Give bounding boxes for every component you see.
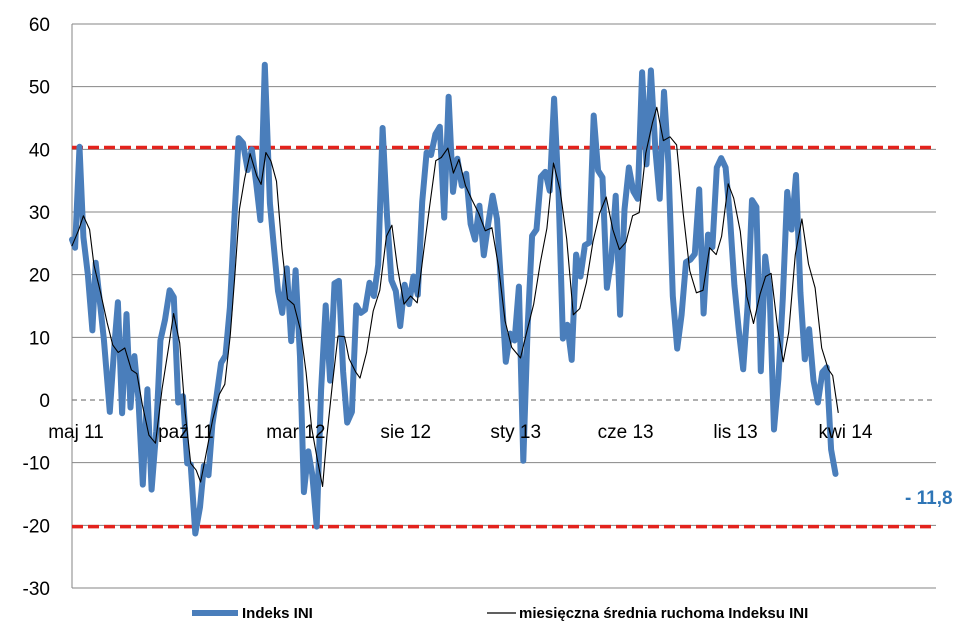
legend-label-indeks-ini: Indeks INI: [242, 605, 313, 622]
series-line-moving-average: [71, 106, 839, 488]
y-tick-label: -30: [23, 579, 50, 600]
y-tick-label: 60: [29, 15, 50, 36]
series-line-indeks-ini: [69, 61, 839, 537]
y-tick-label: 10: [29, 328, 50, 349]
y-tick-label: 0: [39, 391, 50, 412]
last-value-label: - 11,8: [905, 488, 953, 509]
x-tick-label: sie 12: [380, 422, 431, 443]
series-lines: [69, 61, 839, 537]
x-tick-label: paź 11: [158, 422, 214, 443]
y-tick-label: -20: [23, 516, 50, 537]
y-tick-label: 50: [29, 78, 50, 99]
y-tick-label: 40: [29, 140, 50, 161]
x-tick-label: maj 11: [48, 422, 104, 443]
x-tick-label: lis 13: [713, 422, 757, 443]
y-axis-tick-labels: 60 50 40 30 20 10 0 -10 -20 -30: [23, 15, 50, 600]
x-tick-label: sty 13: [490, 422, 541, 443]
x-tick-label: cze 13: [598, 422, 654, 443]
legend: Indeks INI miesięczna średnia ruchoma In…: [192, 605, 808, 622]
x-tick-label: kwi 14: [819, 422, 873, 443]
legend-label-moving-average: miesięczna średnia ruchoma Indeksu INI: [519, 605, 808, 622]
x-axis-tick-labels: maj 11 paź 11 mar 12 sie 12 sty 13 cze 13 lis …: [48, 422, 873, 443]
x-tick-label: mar 12: [266, 422, 325, 443]
y-tick-label: 20: [29, 266, 50, 287]
y-tick-label: -10: [23, 454, 50, 475]
y-tick-label: 30: [29, 203, 50, 224]
